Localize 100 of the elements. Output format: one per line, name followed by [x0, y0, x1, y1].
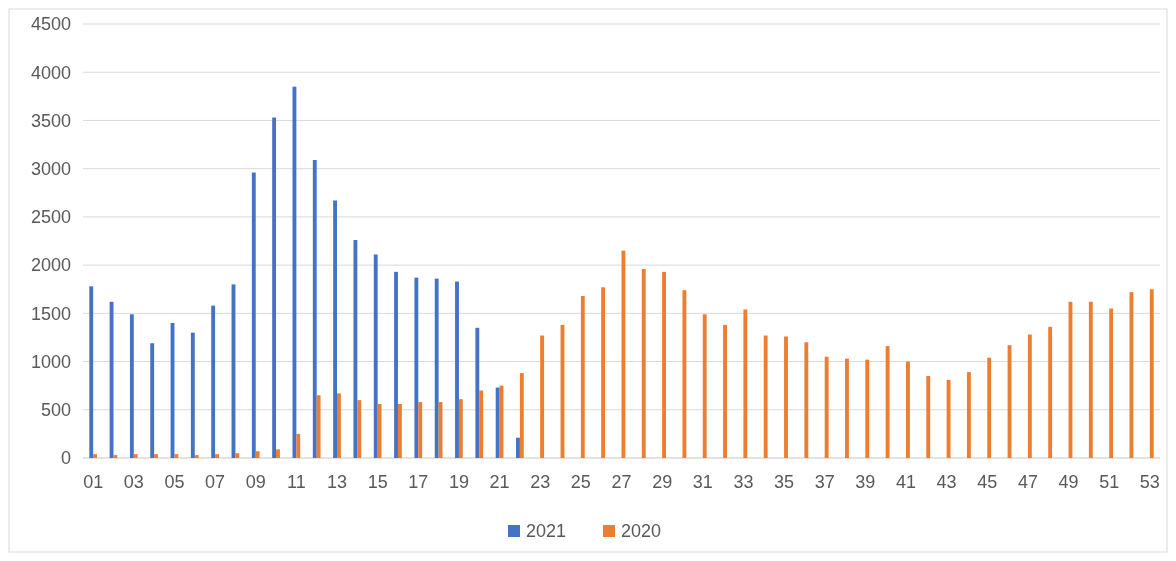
- x-tick-label: 35: [774, 472, 795, 492]
- bar: [113, 455, 118, 458]
- bar: [580, 295, 585, 458]
- x-tick-label: 09: [245, 472, 266, 492]
- y-tick-label: 0: [60, 448, 71, 469]
- y-tick-label: 500: [40, 400, 71, 421]
- bar: [357, 400, 362, 458]
- x-tick-label: 05: [164, 472, 185, 492]
- bar: [601, 287, 606, 458]
- x-tick-label: 53: [1139, 472, 1160, 492]
- bar: [987, 357, 992, 458]
- bar: [333, 200, 338, 458]
- x-tick-label: 21: [489, 472, 510, 492]
- bar: [702, 314, 707, 458]
- bar: [519, 373, 524, 458]
- x-tick-label: 51: [1099, 472, 1120, 492]
- x-tick-label: 39: [855, 472, 876, 492]
- bar: [641, 268, 646, 458]
- x-tick-label: 43: [936, 472, 957, 492]
- bar: [926, 376, 931, 458]
- bar: [377, 403, 382, 458]
- bar: [865, 359, 870, 458]
- bar: [394, 271, 398, 458]
- bar: [353, 240, 358, 458]
- x-tick-label: 37: [814, 472, 835, 492]
- bar: [133, 454, 138, 458]
- bar: [1149, 289, 1154, 458]
- bar: [129, 314, 134, 458]
- x-tick-label: 41: [895, 472, 917, 492]
- bar: [804, 342, 809, 458]
- x-tick-label: 01: [83, 472, 104, 492]
- x-tick-label: 19: [448, 472, 469, 492]
- bar: [966, 372, 971, 458]
- bar: [150, 343, 155, 458]
- x-tick-label: 03: [123, 472, 144, 492]
- bar: [251, 172, 256, 458]
- bar: [540, 335, 545, 458]
- y-tick-label: 2000: [30, 255, 71, 276]
- bar: [397, 403, 402, 458]
- bar: [215, 454, 219, 458]
- legend-label: 2021: [526, 521, 567, 542]
- bar: [662, 271, 666, 458]
- bar: [235, 453, 240, 458]
- bar: [723, 324, 727, 458]
- bar: [845, 358, 849, 458]
- bar: [682, 290, 687, 458]
- bar: [475, 327, 480, 458]
- x-tick-label: 17: [408, 472, 429, 492]
- bar: [516, 437, 520, 458]
- x-tick-label: 47: [1017, 472, 1038, 492]
- x-tick-label: 07: [205, 472, 226, 492]
- bar: [312, 159, 317, 458]
- bar: [1027, 334, 1032, 458]
- bar: [89, 286, 94, 458]
- bar: [154, 454, 158, 458]
- bar: [824, 356, 829, 458]
- bar: [194, 455, 199, 458]
- bar: [1088, 301, 1093, 458]
- x-tick-label: 33: [733, 472, 754, 492]
- x-tick-label: 11: [287, 472, 306, 492]
- y-tick-label: 3500: [30, 110, 71, 131]
- bar: [211, 305, 216, 458]
- bar: [905, 361, 910, 458]
- legend-label: 2020: [621, 521, 662, 542]
- y-tick-label: 1500: [30, 303, 71, 324]
- bar: [337, 393, 341, 458]
- x-tick-label: 49: [1058, 472, 1079, 492]
- bar: [885, 346, 890, 458]
- bar: [296, 433, 301, 458]
- bar: [479, 390, 484, 458]
- y-tick-label: 4500: [30, 14, 71, 35]
- bar: [458, 399, 463, 458]
- bar: [743, 309, 748, 458]
- y-tick-label: 2500: [30, 207, 71, 228]
- bar: [272, 117, 277, 458]
- y-tick-label: 4000: [30, 62, 71, 83]
- bar: [190, 332, 195, 458]
- y-tick-label: 1000: [30, 351, 71, 372]
- bar: [763, 335, 768, 458]
- x-tick-label: 29: [652, 472, 673, 492]
- bar: [784, 336, 788, 458]
- x-tick-label: 25: [570, 472, 591, 492]
- x-tick-label: 27: [611, 472, 632, 492]
- x-tick-label: 45: [977, 472, 998, 492]
- bar: [255, 451, 260, 458]
- bar: [434, 278, 439, 458]
- bar: [174, 454, 179, 458]
- bar: [316, 395, 321, 458]
- bar: [93, 454, 98, 458]
- bar: [1109, 308, 1114, 458]
- bar: [373, 254, 378, 458]
- x-tick-label: 15: [367, 472, 388, 492]
- bar: [495, 387, 500, 458]
- bar: [455, 281, 459, 458]
- y-tick-label: 3000: [30, 158, 71, 179]
- bar: [1048, 326, 1053, 458]
- x-tick-label: 31: [692, 472, 713, 492]
- x-tick-label: 13: [326, 472, 348, 492]
- bar: [414, 277, 419, 458]
- bar: [418, 402, 423, 458]
